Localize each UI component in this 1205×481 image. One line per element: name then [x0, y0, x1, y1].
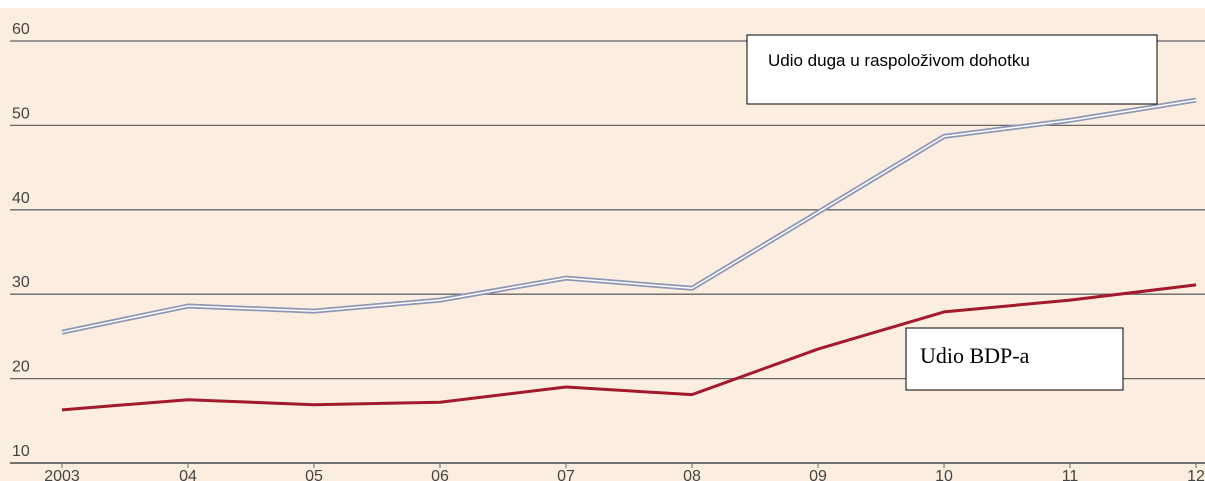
x-tick-label: 05	[305, 468, 323, 481]
y-tick-label: 50	[12, 105, 30, 122]
x-tick-label: 04	[179, 468, 197, 481]
legend-box	[905, 327, 1124, 391]
line-highlight	[61, 99, 1197, 333]
y-tick-label: 60	[12, 21, 30, 38]
y-tick-label: 30	[12, 274, 30, 291]
y-tick-label: 40	[12, 190, 30, 207]
x-tick-label: 12	[1187, 468, 1205, 481]
x-tick-label: 08	[683, 468, 701, 481]
x-tick-label: 11	[1062, 468, 1079, 481]
x-tick-label: 2003	[44, 468, 80, 481]
x-tick-label: 09	[809, 468, 827, 481]
y-tick-label: 10	[12, 443, 30, 460]
y-tick-label: 20	[12, 359, 30, 376]
legend-label: Udio duga u raspoloživom dohotku	[768, 51, 1030, 70]
x-tick-label: 06	[431, 468, 449, 481]
series-line	[61, 283, 1197, 412]
x-tick-label: 07	[557, 468, 575, 481]
legend-box	[746, 34, 1158, 105]
legend-label: Udio BDP-a	[920, 343, 1030, 368]
x-tick-label: 10	[935, 468, 953, 481]
